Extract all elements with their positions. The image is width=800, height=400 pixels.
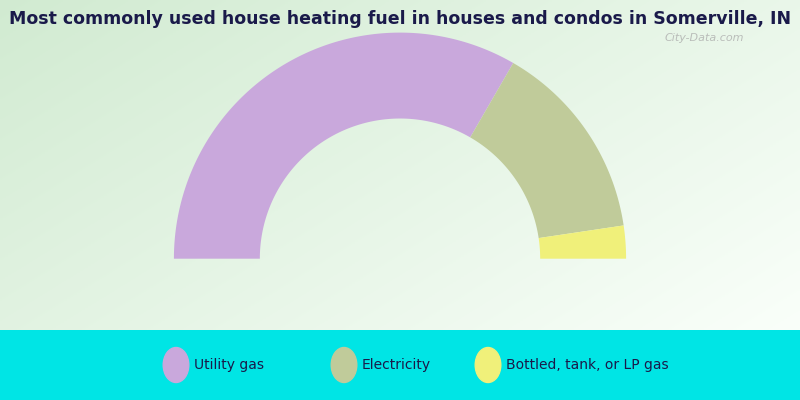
Polygon shape	[174, 33, 514, 259]
Text: Utility gas: Utility gas	[194, 358, 264, 372]
Text: Bottled, tank, or LP gas: Bottled, tank, or LP gas	[506, 358, 668, 372]
Text: Electricity: Electricity	[362, 358, 430, 372]
Text: City-Data.com: City-Data.com	[664, 33, 744, 43]
Text: Most commonly used house heating fuel in houses and condos in Somerville, IN: Most commonly used house heating fuel in…	[9, 10, 791, 28]
Ellipse shape	[475, 348, 501, 382]
Ellipse shape	[331, 348, 357, 382]
Ellipse shape	[163, 348, 189, 382]
Polygon shape	[470, 63, 624, 238]
Polygon shape	[538, 226, 626, 259]
